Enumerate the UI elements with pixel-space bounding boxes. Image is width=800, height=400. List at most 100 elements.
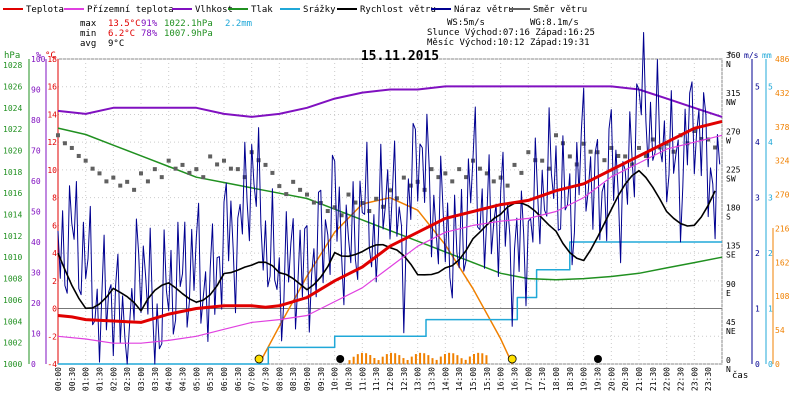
axis-tick-time: 03:30 (151, 367, 160, 391)
wind-dir-point (477, 166, 482, 171)
axis-tick-ms: 3 (755, 194, 760, 203)
axis-tick-hpa: 1018 (3, 168, 22, 177)
axis-tick-pct: 50 (31, 208, 41, 217)
axis-tick-time: 06:30 (234, 367, 243, 391)
wind-dir-point (62, 141, 67, 146)
axis-tick-hpa: 1028 (3, 61, 22, 70)
axis-tick-time: 19:30 (594, 367, 603, 391)
sunrise-marker (254, 354, 264, 364)
axis-tick-temp: 2 (52, 277, 57, 286)
wind-dir-point (408, 183, 413, 188)
axis-tick-mm: 4 (768, 138, 773, 147)
wind-dir-point (381, 204, 386, 209)
wind-dir-point (346, 192, 351, 197)
legend-label-gust: Náraz větru (454, 5, 514, 15)
axis-tick-temp: 18 (47, 55, 57, 64)
wind-dir-point (166, 158, 171, 163)
wind-dir-point (457, 167, 462, 172)
wind-dir-point (187, 170, 192, 175)
sun-bar (448, 352, 451, 364)
wind-dir-point (83, 158, 88, 163)
wind-dir-point (215, 162, 220, 167)
sun-bar (473, 353, 475, 364)
axis-tick-time: 14:30 (455, 367, 464, 391)
wind-dir-point (69, 145, 74, 150)
wind-dir-point (284, 192, 289, 197)
sun-bar (452, 353, 455, 364)
moonrise-marker (336, 355, 345, 363)
series-rain (58, 241, 722, 365)
axis-tick-time: 01:00 (82, 367, 91, 391)
stats-label: avg (80, 39, 96, 49)
axis-tick-mm: 2 (768, 249, 773, 258)
axis-tick-ms: 4 (755, 138, 760, 147)
sun-bar (456, 355, 459, 364)
axis-tick-time: 05:30 (206, 367, 215, 391)
wind-dir-point (339, 213, 344, 218)
axis-unit-hpa: hPa (4, 51, 20, 61)
wind-dir-point (623, 154, 628, 159)
wind-dir-point (305, 192, 309, 197)
wind-dir-point (298, 187, 303, 192)
wind-dir-point (132, 187, 137, 192)
wind-dir-point (429, 167, 434, 172)
wind-dir-point (671, 149, 676, 154)
axis-tick-pct: 80 (31, 116, 41, 125)
wind-dir-point (567, 154, 572, 159)
axis-tick-dir: E (726, 289, 731, 298)
legend-label-wind: Rychlost větru (360, 5, 436, 15)
wind-dir-point (554, 133, 558, 138)
axis-tick-time: 01:30 (96, 367, 105, 391)
axis-tick-pct: 30 (31, 269, 41, 278)
sun-bar (390, 352, 392, 364)
sun-bar (385, 354, 388, 364)
axis-tick-time: 21:00 (635, 367, 644, 391)
axis-tick-dir: SE (726, 251, 736, 260)
axis-tick-hpa: 1004 (3, 317, 22, 326)
wind-dir-point (706, 137, 711, 142)
wind-dir-point (699, 137, 704, 142)
wind-dir-point (505, 183, 510, 188)
wind-dir-point (374, 196, 379, 201)
wind-dir-point (519, 170, 524, 175)
sun-bar (398, 355, 401, 364)
axis-tick-pct: 90 (31, 86, 41, 95)
axis-tick-temp: -4 (47, 360, 57, 369)
axis-tick-time: 17:30 (538, 367, 547, 391)
wind-dir-point (180, 162, 185, 167)
series-temp (57, 119, 723, 324)
sun-bar (352, 356, 355, 364)
axis-unit-dir: ° (727, 51, 732, 61)
wind-dir-point (547, 166, 552, 171)
wind-dir-point (208, 154, 213, 159)
axis-tick-time: 19:00 (580, 367, 589, 391)
stats-temp: 13.5°C (108, 19, 141, 29)
axis-tick-temp: 6 (52, 221, 57, 230)
chart-title: 15.11.2015 (360, 49, 440, 64)
axis-tick-dir: 90 (726, 280, 736, 289)
axis-tick-time: 11:00 (358, 367, 367, 391)
axis-tick-time: 23:00 (690, 367, 699, 391)
wind-dir-point (277, 184, 282, 189)
sunset-marker (507, 354, 517, 364)
sun-bar (373, 358, 376, 364)
sun-bar (348, 360, 351, 364)
wind-dir-point (650, 137, 655, 142)
wind-dir-point (367, 209, 372, 214)
axis-tick-time: 18:00 (552, 367, 561, 391)
wind-dir-point (637, 145, 641, 150)
sun-bar (427, 355, 430, 364)
axis-tick-temp: 16 (47, 83, 57, 92)
wind-dir-point (692, 129, 697, 134)
wind-dir-point (484, 171, 489, 176)
wind-dir-point (111, 175, 116, 180)
axis-tick-hpa: 1010 (3, 253, 22, 262)
axis-unit-mm: mm (762, 51, 772, 60)
sun-bar (406, 359, 409, 364)
info-moon: Měsíc Východ:10:12 Západ:19:31 (427, 38, 590, 48)
axis-unit-ms: m/s (744, 51, 759, 60)
axis-tick-pct: 60 (31, 177, 41, 186)
wind-dir-point (616, 153, 621, 158)
axis-tick-time: 13:00 (414, 367, 423, 391)
